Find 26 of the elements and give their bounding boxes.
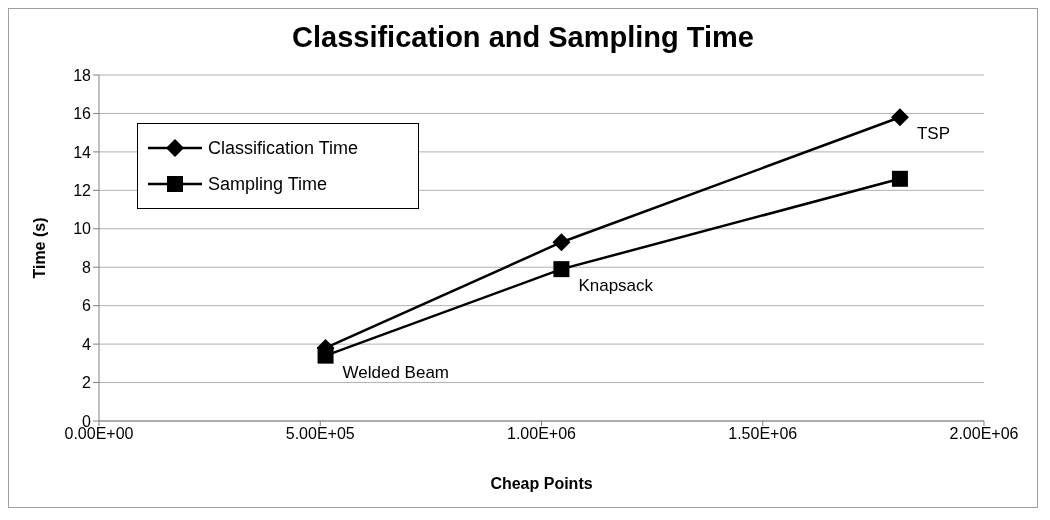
- point: [890, 108, 909, 127]
- point: [317, 347, 334, 364]
- x-axis-title: Cheap Points: [490, 475, 593, 492]
- y-tick-label: 2: [82, 374, 92, 392]
- point: [891, 170, 908, 187]
- chart-title: Classification and Sampling Time: [291, 21, 755, 55]
- y-tick-label: 8: [82, 258, 92, 276]
- point: [552, 233, 571, 252]
- y-tick-label: 14: [73, 143, 92, 161]
- annotation: TSP: [916, 124, 950, 144]
- y-tick-label: 4: [82, 335, 92, 353]
- y-tick-label: 12: [73, 182, 92, 200]
- legend-label: Classification Time: [208, 137, 359, 160]
- x-tick-label: 2.00E+06: [949, 425, 1019, 443]
- x-tick-label: 1.00E+06: [507, 425, 577, 443]
- x-tick-label: 5.00E+05: [285, 425, 355, 443]
- legend-label: Sampling Time: [208, 173, 328, 196]
- x-tick-label: 1.50E+06: [728, 425, 798, 443]
- y-tick-label: 16: [73, 105, 92, 123]
- annotation: Knapsack: [578, 276, 654, 296]
- y-axis-title: Time (s): [30, 217, 48, 279]
- y-tick-label: 18: [73, 66, 92, 84]
- point: [553, 261, 570, 278]
- y-tick-label: 10: [73, 220, 92, 238]
- y-tick-label: 6: [82, 297, 92, 315]
- annotation: Welded Beam: [342, 362, 450, 382]
